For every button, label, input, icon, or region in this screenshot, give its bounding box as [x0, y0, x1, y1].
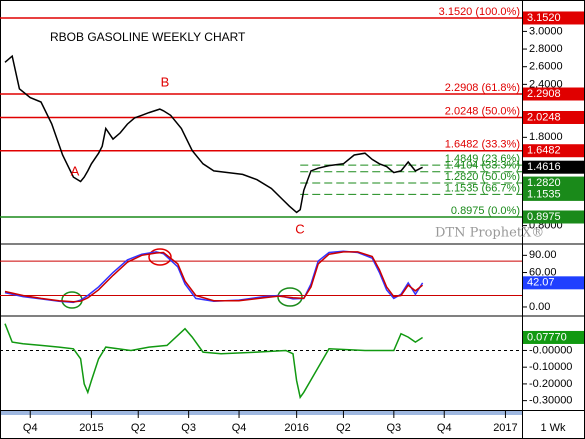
level-box-label: 3.1520: [527, 12, 561, 24]
level-box-label: 2.2908: [527, 88, 561, 100]
series-line: [4, 323, 424, 400]
level-box: [523, 110, 584, 124]
x-tick-label: Q3: [386, 422, 401, 434]
y-tick-label: -0.20000: [529, 378, 572, 390]
y-tick-label: 2.4000: [529, 78, 563, 90]
last-value-box: [523, 276, 584, 290]
x-tick-label: Q4: [232, 422, 247, 434]
last-value-label: 0.07770: [527, 331, 567, 343]
y-tick-label: 2.6000: [529, 61, 563, 73]
x-tick-label: 2015: [79, 422, 103, 434]
fib-label: 2.0248 (50.0%): [445, 105, 520, 117]
x-tick-label: 2016: [284, 422, 308, 434]
x-tick-label: Q4: [23, 422, 38, 434]
fib-label: 1.4849 (23.6%): [445, 153, 520, 165]
y-tick-label: 2.8000: [529, 43, 563, 55]
time-strip: [0, 411, 522, 415]
fib-label: 1.4104 (33.3%): [445, 160, 520, 172]
x-tick-label: Q3: [181, 422, 196, 434]
level-box: [523, 176, 584, 190]
y-tick-label: 0.00: [529, 301, 550, 313]
level-box-label: 0.8975: [527, 211, 561, 223]
level-box-label: 1.6482: [527, 145, 561, 157]
fib-label: 1.2820 (50.0%): [445, 171, 520, 183]
annotation: C: [295, 221, 304, 236]
y-tick-label: 90.00: [529, 249, 557, 261]
annotation: B: [161, 74, 170, 89]
x-tick-label: 2017: [493, 422, 517, 434]
level-box-label: 1.2820: [527, 177, 561, 189]
level-box: [523, 87, 584, 101]
series-line: [4, 54, 423, 214]
level-box-label: 1.1535: [527, 188, 561, 200]
series-line: [4, 251, 424, 303]
interval-label: 1 Wk: [540, 422, 566, 434]
fib-label: 2.2908 (61.8%): [445, 82, 520, 94]
y-tick-label: 1.8000: [529, 131, 563, 143]
highlight-circle: [148, 248, 172, 266]
fib-label: 3.1520 (100.0%): [439, 6, 520, 18]
level-box: [523, 144, 584, 158]
last-value-label: 42.07: [527, 277, 555, 289]
level-box: [523, 210, 584, 224]
last-value-label: 1.4616: [527, 161, 561, 173]
level-box-label: 2.0248: [527, 111, 561, 123]
x-tick-label: Q2: [336, 422, 351, 434]
level-box: [523, 11, 584, 25]
y-tick-label: 60.00: [529, 266, 557, 278]
last-value-box: [523, 330, 584, 344]
y-tick-label: -0.00000: [529, 344, 572, 356]
x-tick-label: Q4: [437, 422, 452, 434]
y-tick-label: -0.10000: [529, 361, 572, 373]
last-value-box: [523, 160, 584, 174]
highlight-circle: [277, 287, 303, 307]
fib-label: 0.8975 (0.0%): [451, 205, 520, 217]
annotation: A: [71, 163, 80, 178]
fib-label: 1.6482 (33.3%): [445, 139, 520, 151]
fib-label: 1.1535 (66.7%): [445, 182, 520, 194]
level-box: [523, 187, 584, 201]
x-tick-label: Q2: [131, 422, 146, 434]
watermark: DTN ProphetX®: [435, 226, 544, 241]
y-tick-label: -0.30000: [529, 395, 572, 407]
chart-title: RBOB GASOLINE WEEKLY CHART: [50, 30, 246, 44]
y-tick-label: 3.0000: [529, 25, 563, 37]
